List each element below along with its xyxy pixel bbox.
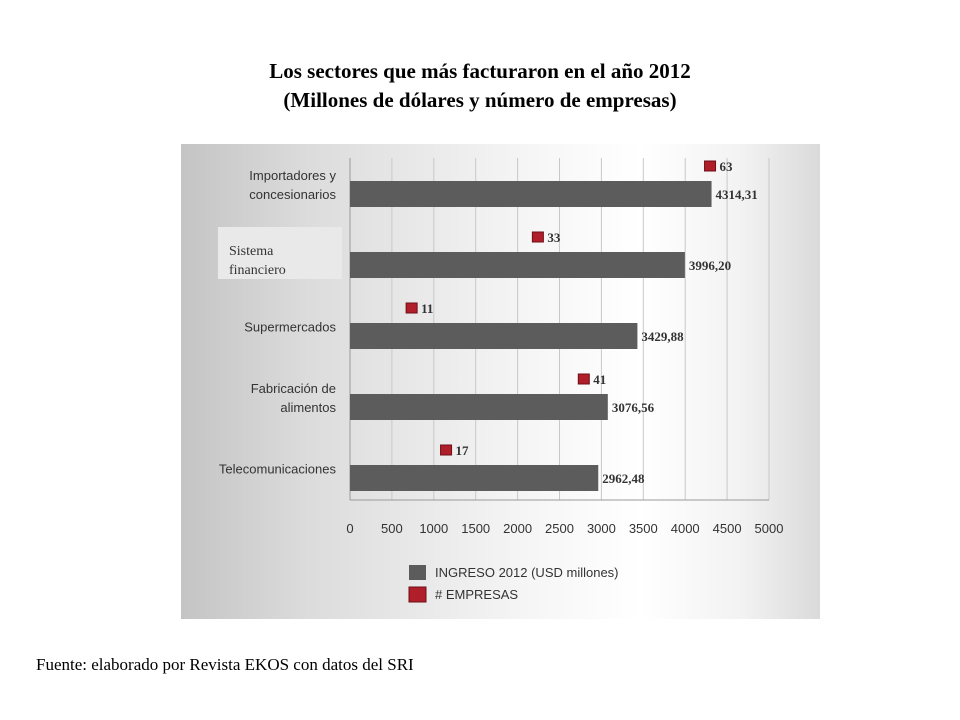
revenue-value-label: 3996,20: [689, 258, 731, 273]
category-label: Importadores y: [249, 168, 336, 183]
category-label: concesionarios: [249, 187, 336, 202]
firms-marker: [577, 373, 590, 385]
revenue-bar: [350, 394, 608, 420]
category-label-box: [218, 227, 342, 279]
category-label: Fabricación de: [251, 381, 336, 396]
firms-value-label: 33: [547, 230, 561, 245]
revenue-value-label: 2962,48: [602, 471, 645, 486]
title-line-2: (Millones de dólares y número de empresa…: [283, 88, 677, 112]
firms-value-label: 17: [456, 443, 470, 458]
x-tick-label: 4500: [713, 521, 742, 536]
x-tick-label: 2500: [545, 521, 574, 536]
legend-label-revenue: INGRESO 2012 (USD millones): [435, 565, 619, 580]
revenue-value-label: 3429,88: [641, 329, 684, 344]
x-tick-label: 5000: [755, 521, 784, 536]
category-label: Supermercados: [244, 320, 336, 335]
revenue-bar: [350, 323, 638, 349]
firms-value-label: 63: [720, 159, 734, 174]
chart-panel: 0 500 1000 1500 2000 2500 3000 3500 4000 4500 5000…: [181, 144, 820, 619]
x-tick-label: 2000: [503, 521, 532, 536]
firms-value-label: 11: [421, 301, 433, 316]
category-label: alimentos: [280, 400, 336, 415]
category-label: financiero: [229, 263, 286, 278]
legend-swatch-firms: [408, 586, 427, 603]
legend-label-firms: # EMPRESAS: [435, 587, 518, 602]
x-tick-label: 1000: [419, 521, 448, 536]
revenue-value-label: 4314,31: [716, 187, 758, 202]
category-label: Sistema: [229, 244, 274, 259]
category-label: Telecomunicaciones: [219, 462, 337, 477]
chart-title: Los sectores que más facturaron en el añ…: [0, 57, 960, 115]
firms-value-label: 41: [593, 372, 606, 387]
firms-marker: [531, 231, 544, 243]
revenue-bar: [350, 181, 712, 207]
firms-marker: [440, 444, 453, 456]
firms-marker: [405, 302, 418, 314]
x-tick-label: 4000: [671, 521, 700, 536]
x-tick-label: 500: [381, 521, 403, 536]
revenue-bar: [350, 465, 599, 491]
x-tick-label: 0: [346, 521, 353, 536]
revenue-bar: [350, 252, 685, 278]
revenue-value-label: 3076,56: [612, 400, 655, 415]
firms-marker: [704, 160, 717, 172]
x-tick-label: 3500: [629, 521, 658, 536]
legend-swatch-revenue: [409, 565, 426, 580]
source-note: Fuente: elaborado por Revista EKOS con d…: [36, 655, 414, 674]
x-tick-label: 1500: [461, 521, 490, 536]
title-line-1: Los sectores que más facturaron en el añ…: [269, 59, 691, 83]
bar-chart: 0 500 1000 1500 2000 2500 3000 3500 4000 4500 5000…: [218, 158, 784, 603]
x-tick-label: 3000: [587, 521, 616, 536]
